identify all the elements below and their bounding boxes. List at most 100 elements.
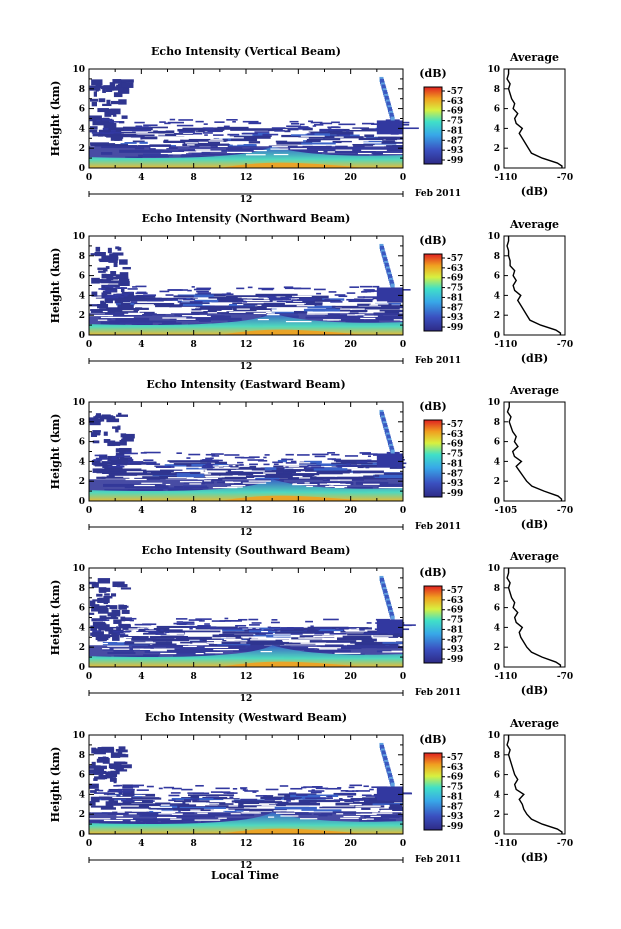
heatmap-cell	[333, 470, 350, 474]
heatmap-cell	[122, 605, 129, 608]
average-profile: Average 0 2 4 6 8 10 -110 -70 (dB)	[487, 51, 573, 198]
heatmap-gap	[102, 648, 110, 650]
colorbar-tick-label: -63	[447, 596, 463, 606]
heatmap-cell	[241, 132, 258, 135]
heatmap-cell	[119, 259, 128, 265]
heatmap-cell	[126, 617, 137, 620]
average-line	[506, 236, 562, 335]
heatmap-cell	[98, 587, 107, 593]
heatmap-cell	[349, 784, 363, 787]
heatmap-cell	[346, 292, 356, 294]
day-label: 12	[240, 362, 253, 372]
heatmap-cell	[238, 639, 259, 643]
heatmap-cell	[282, 458, 294, 461]
heatmap-gap	[134, 642, 156, 644]
heatmap-gap	[285, 320, 312, 323]
heatmap-gap	[230, 813, 241, 815]
heatmap-cell	[103, 128, 109, 131]
heatmap-gap	[164, 461, 170, 464]
heatmap-cell	[127, 458, 133, 461]
heatmap-gap	[373, 145, 387, 147]
heatmap-cell	[319, 129, 329, 132]
heatmap-gap	[202, 803, 220, 805]
heatmap-gap	[236, 308, 250, 310]
heatmap-gap	[159, 796, 167, 798]
colorbar-tick-label: -87	[447, 469, 463, 479]
y-tick-label: 4	[79, 291, 85, 301]
heatmap-gap	[275, 812, 296, 814]
heatmap-gap	[211, 637, 236, 639]
heatmap-cell	[352, 300, 361, 302]
surface-echo-layer	[89, 146, 403, 168]
y-axis-label: Height (km)	[49, 81, 62, 157]
heatmap-cell	[280, 296, 295, 299]
heatmap-cell	[128, 302, 175, 306]
heatmap-cell	[285, 453, 294, 456]
heatmap-cell	[178, 119, 194, 121]
heatmap-cell	[228, 465, 233, 467]
heatmap-cell	[167, 121, 184, 124]
heatmap-cell	[327, 795, 333, 798]
heatmap-cell	[270, 621, 280, 624]
heatmap-cell	[210, 453, 224, 455]
heatmap-cell	[307, 133, 315, 135]
heatmap-cell	[313, 472, 343, 475]
heatmap-cell	[98, 98, 106, 103]
heatmap-gap	[282, 639, 303, 642]
heatmap-cell	[111, 609, 121, 615]
heatmap-cell	[116, 79, 130, 83]
x-tick-label: 20	[344, 839, 357, 849]
heatmap-gap	[342, 467, 358, 469]
heatmap-cell	[285, 469, 314, 472]
heatmap-cell	[101, 746, 114, 750]
heatmap-gap	[292, 483, 318, 486]
heatmap-gap	[145, 809, 162, 811]
heatmap-cell	[175, 618, 188, 620]
heatmap-cell	[105, 748, 115, 753]
heatmap-cell	[364, 134, 375, 138]
heatmap-gap	[109, 141, 125, 144]
heatmap-gap	[89, 314, 114, 317]
heatmap-cell	[112, 456, 117, 459]
heatmap-cell	[99, 308, 140, 311]
heatmap-cell	[112, 114, 117, 117]
heatmap-gap	[138, 634, 161, 637]
heatmap-cell	[149, 635, 185, 639]
heatmap-gap	[117, 811, 125, 813]
heatmap-cell	[105, 266, 110, 270]
heatmap-cell	[317, 628, 321, 631]
heatmap-gap	[343, 815, 361, 818]
heatmap-cell	[336, 134, 351, 136]
avg-x-tick-label: -110	[495, 340, 518, 350]
heatmap-gap	[242, 302, 264, 304]
heatmap-gap	[116, 817, 133, 820]
heatmap-cell	[153, 627, 170, 631]
heatmap-gap	[161, 811, 176, 814]
heatmap-cell	[290, 127, 303, 130]
heatmap-cell	[100, 85, 106, 90]
heatmap-gap	[232, 144, 238, 146]
heatmap-gap	[199, 134, 223, 136]
heatmap-cell	[221, 791, 231, 793]
heatmap-cell	[202, 796, 240, 800]
heatmap-gap	[192, 298, 217, 300]
heatmap-gap	[194, 819, 221, 821]
heatmap-cell	[116, 460, 121, 464]
heatmap-gap	[96, 802, 114, 805]
heatmap-gap	[313, 635, 337, 638]
heatmap-cell	[335, 465, 345, 467]
heatmap-cell	[117, 88, 130, 94]
y-tick-label: 2	[79, 643, 85, 653]
average-xlabel: (dB)	[521, 185, 548, 198]
heatmap-cell	[144, 628, 149, 630]
heatmap-gap	[216, 310, 227, 313]
heatmap-cell	[294, 287, 311, 290]
colorbar-unit: (dB)	[419, 234, 446, 247]
heatmap-gap	[159, 301, 181, 303]
heatmap-cell	[244, 790, 259, 792]
heatmap-cell	[122, 624, 129, 630]
heatmap-gap	[290, 148, 307, 150]
heatmap-cell	[89, 126, 98, 130]
heatmap-cell	[358, 137, 384, 141]
heatmap-cell	[291, 299, 306, 301]
